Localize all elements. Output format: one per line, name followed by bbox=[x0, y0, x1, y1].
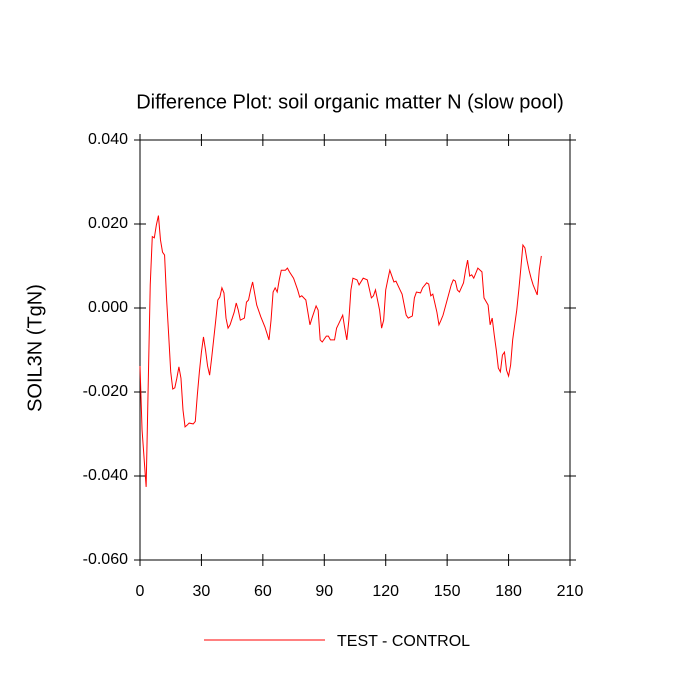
data-line bbox=[139, 215, 542, 487]
y-tick-label: -0.020 bbox=[83, 383, 128, 400]
x-tick-label: 180 bbox=[495, 583, 522, 600]
x-tick-label: 30 bbox=[193, 583, 211, 600]
x-tick-label: 150 bbox=[434, 583, 461, 600]
x-tick-label: 90 bbox=[315, 583, 333, 600]
y-tick-label: 0.000 bbox=[88, 299, 128, 316]
chart-title: Difference Plot: soil organic matter N (… bbox=[136, 91, 564, 113]
y-tick-label: -0.060 bbox=[83, 551, 128, 568]
x-tick-label: 0 bbox=[136, 583, 145, 600]
x-tick-label: 120 bbox=[372, 583, 399, 600]
y-axis-label: SOIL3N (TgN) bbox=[24, 284, 46, 412]
x-tick-label: 60 bbox=[254, 583, 272, 600]
legend-label: TEST - CONTROL bbox=[337, 633, 470, 650]
x-tick-label: 210 bbox=[557, 583, 584, 600]
y-tick-label: 0.020 bbox=[88, 215, 128, 232]
plot-frame bbox=[139, 139, 571, 561]
y-tick-label: 0.040 bbox=[88, 131, 128, 148]
y-tick-label: -0.040 bbox=[83, 467, 128, 484]
